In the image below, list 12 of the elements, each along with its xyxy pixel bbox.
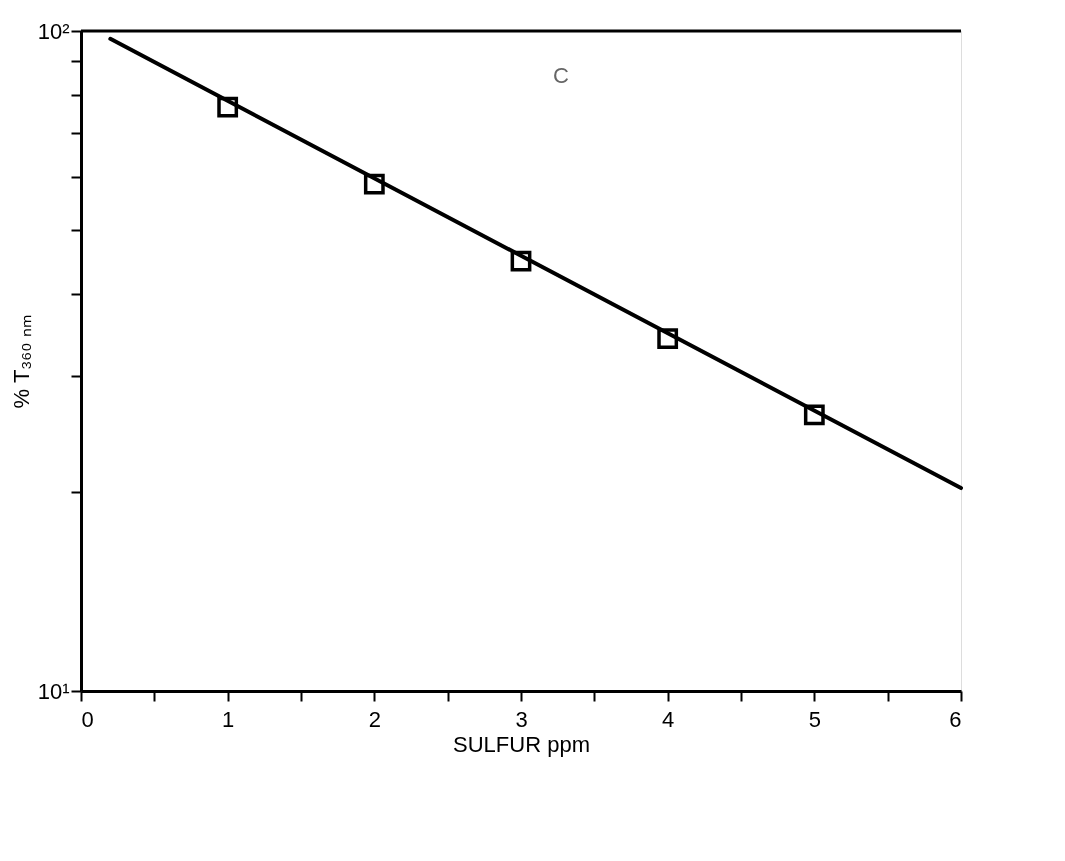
y-tick-label: 10² — [37, 18, 70, 44]
x-tick-label: 6 — [949, 706, 962, 732]
y-tick-label: 10¹ — [37, 678, 70, 704]
x-axis-title: SULFUR ppm — [453, 731, 590, 757]
x-tick-label: 0 — [81, 706, 94, 732]
x-tick-label: 2 — [368, 706, 381, 732]
x-tick-label: 4 — [662, 706, 675, 732]
x-tick-label: 5 — [808, 706, 821, 732]
x-tick-label: 3 — [515, 706, 528, 732]
y-axis-title: % T₃₆₀ ₙₘ — [8, 314, 34, 409]
annotation: C — [553, 63, 570, 88]
x-tick-label: 1 — [222, 706, 235, 732]
